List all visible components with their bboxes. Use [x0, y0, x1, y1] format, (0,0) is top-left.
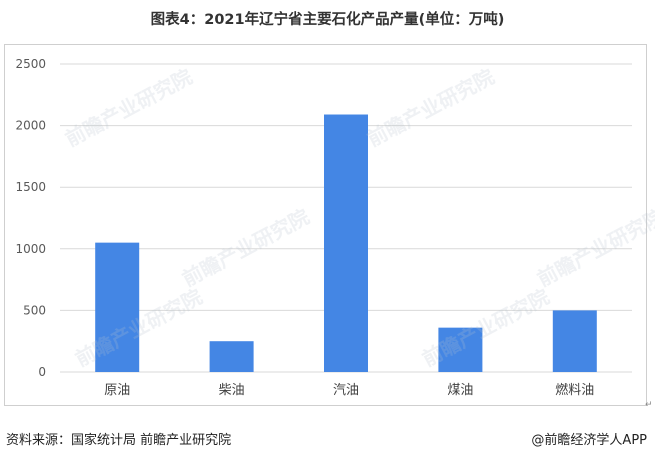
y-tick-label: 500 — [23, 303, 46, 317]
x-tick-label: 汽油 — [333, 383, 359, 398]
bar-2 — [209, 341, 254, 372]
brand-label: @前瞻经济学人APP — [531, 433, 647, 448]
y-tick-label: 2500 — [15, 57, 46, 71]
chart-area: 0 500 1000 1500 2000 2500 原油 柴油 汽油 煤油 燃料油 — [4, 44, 647, 406]
bar-chart: 0 500 1000 1500 2000 2500 原油 柴油 汽油 煤油 燃料油 — [15, 57, 632, 398]
y-tick-label: 1500 — [15, 180, 46, 194]
y-tick-label: 1000 — [15, 242, 46, 256]
bar-5 — [552, 310, 597, 372]
source-note: 资料来源：国家统计局 前瞻产业研究院 — [6, 433, 232, 448]
bar-4 — [438, 327, 483, 372]
y-axis-ticks: 0 500 1000 1500 2000 2500 — [15, 57, 46, 379]
x-tick-label: 燃料油 — [555, 382, 594, 398]
bars — [95, 114, 597, 373]
x-axis-ticks: 原油 柴油 汽油 煤油 燃料油 — [104, 382, 594, 398]
brand-credit: @前瞻经济学人APP — [531, 429, 647, 448]
bar-3 — [324, 114, 368, 373]
x-tick-label: 煤油 — [447, 383, 473, 398]
x-tick-label: 柴油 — [219, 383, 245, 398]
chart-title: 图表4：2021年辽宁省主要石化产品产量(单位：万吨) — [150, 12, 505, 28]
bar-1 — [95, 242, 140, 372]
return-mark: ↵ — [645, 400, 653, 410]
y-tick-label: 2000 — [15, 119, 46, 133]
y-tick-label: 0 — [38, 365, 46, 379]
x-tick-label: 原油 — [104, 383, 130, 398]
